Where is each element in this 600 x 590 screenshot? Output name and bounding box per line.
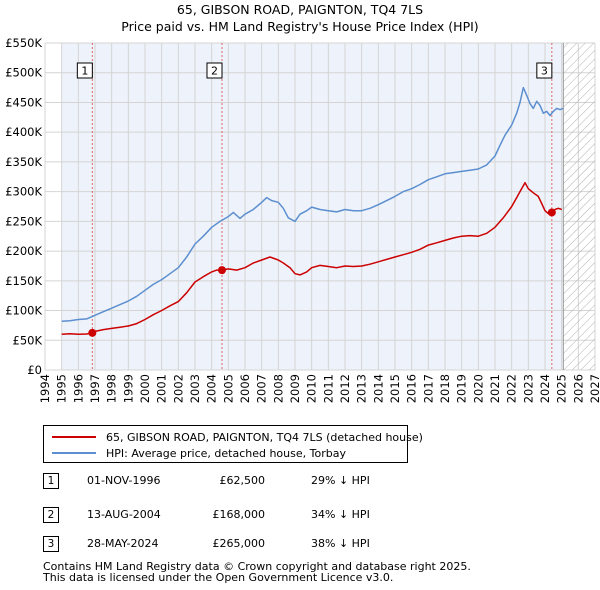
legend-label-property: 65, GIBSON ROAD, PAIGNTON, TQ4 7LS (deta… <box>106 430 423 444</box>
x-tick-label: 2000 <box>138 374 152 403</box>
footer-copyright: Contains HM Land Registry data © Crown c… <box>43 560 471 573</box>
sale-date: 28-MAY-2024 <box>87 537 159 550</box>
sale-marker-labels: 1 2 3 <box>76 62 553 79</box>
data-range-shade <box>61 43 564 370</box>
sale-hpi-diff: 34% ↓ HPI <box>311 508 370 521</box>
x-tick-label: 2006 <box>238 374 252 403</box>
legend-swatch-hpi <box>52 452 96 454</box>
y-tick-label: £50K <box>13 333 43 347</box>
y-tick-label: £400K <box>5 125 42 139</box>
x-tick-label: 2002 <box>171 374 185 403</box>
footer: Contains HM Land Registry data © Crown c… <box>43 561 471 583</box>
series-line-property <box>61 181 562 336</box>
x-tick-label: 1999 <box>121 374 135 403</box>
x-tick-label: 2012 <box>338 374 352 403</box>
x-tick-label: 2014 <box>371 374 385 403</box>
sale-row: 3 28-MAY-2024 £265,000 38% ↓ HPI <box>43 536 563 556</box>
price-chart: 65, GIBSON ROAD, PAIGNTON, TQ4 7LS Price… <box>5 2 600 403</box>
x-tick-label: 2001 <box>155 374 169 403</box>
x-tick-label: 2023 <box>521 374 535 403</box>
legend-item-hpi: HPI: Average price, detached house, Torb… <box>52 445 346 461</box>
y-tick-label: £550K <box>5 36 42 50</box>
y-tick-label: £0 <box>27 363 42 377</box>
x-tick-label: 2020 <box>471 374 485 403</box>
x-tick-label: 2016 <box>405 374 419 403</box>
x-tick-label: 1997 <box>88 374 102 403</box>
sale-number-badge: 2 <box>43 507 59 523</box>
y-axis-ticks: £0 £50K £100K £150K £200K £250K £300K £350K £400… <box>5 36 42 377</box>
y-tick-label: £300K <box>5 185 42 199</box>
x-tick-label: 2015 <box>388 374 402 403</box>
series-line-hpi <box>61 86 564 322</box>
future-hatch-region <box>562 43 595 370</box>
sale-price: £62,500 <box>219 474 266 487</box>
sale-hpi-diff: 29% ↓ HPI <box>311 474 370 487</box>
sale-marker-number: 2 <box>211 65 218 78</box>
sale-row: 2 13-AUG-2004 £168,000 34% ↓ HPI <box>43 507 563 527</box>
chart-subtitle: Price paid vs. HM Land Registry's House … <box>121 19 478 34</box>
chart-title: 65, GIBSON ROAD, PAIGNTON, TQ4 7LS <box>177 2 423 17</box>
x-tick-label: 2024 <box>538 374 552 403</box>
sale-date: 13-AUG-2004 <box>87 508 161 521</box>
sale-number-badge: 3 <box>43 536 59 552</box>
x-tick-label: 2005 <box>221 374 235 403</box>
y-tick-label: £100K <box>5 304 42 318</box>
x-tick-label: 2004 <box>205 374 219 403</box>
sale-marker-number: 1 <box>81 65 88 78</box>
x-tick-label: 2010 <box>305 374 319 403</box>
legend: 65, GIBSON ROAD, PAIGNTON, TQ4 7LS (deta… <box>43 425 423 463</box>
x-tick-label: 1996 <box>71 374 85 403</box>
footer-licence: This data is licensed under the Open Gov… <box>43 571 394 584</box>
x-tick-label: 2013 <box>355 374 369 403</box>
x-tick-label: 2007 <box>255 374 269 403</box>
y-tick-label: £450K <box>5 95 42 109</box>
sale-point <box>218 266 226 275</box>
y-tick-label: £250K <box>5 214 42 228</box>
sale-marker-lines <box>91 43 553 370</box>
x-tick-label: 2011 <box>321 374 335 403</box>
y-tick-label: £500K <box>5 66 42 80</box>
x-tick-label: 1995 <box>55 374 69 403</box>
y-tick-label: £200K <box>5 244 42 258</box>
x-tick-label: 2009 <box>288 374 302 403</box>
x-tick-label: 2022 <box>505 374 519 403</box>
sale-number-badge: 1 <box>43 473 59 489</box>
legend-item-property: 65, GIBSON ROAD, PAIGNTON, TQ4 7LS (deta… <box>52 429 423 445</box>
legend-label-hpi: HPI: Average price, detached house, Torb… <box>106 446 346 460</box>
x-axis-ticks: 1994 1995 1996 1997 1998 1999 2000 2001 2002 2003… <box>38 374 600 403</box>
sale-price: £265,000 <box>212 537 266 550</box>
sale-price: £168,000 <box>212 508 266 521</box>
x-tick-label: 2008 <box>271 374 285 403</box>
y-tick-label: £150K <box>5 274 42 288</box>
x-tick-label: 2019 <box>455 374 469 403</box>
x-tick-label: 2017 <box>421 374 435 403</box>
sale-date: 01-NOV-1996 <box>87 474 161 487</box>
x-tick-label: 2003 <box>188 374 202 403</box>
sale-marker-box <box>536 62 553 79</box>
y-tick-label: £350K <box>5 155 42 169</box>
sale-row: 1 01-NOV-1996 £62,500 29% ↓ HPI <box>43 473 563 493</box>
sale-hpi-diff: 38% ↓ HPI <box>311 537 370 550</box>
sale-marker-box <box>76 62 93 79</box>
sale-marker-box <box>206 62 223 79</box>
legend-swatch-property <box>52 436 96 438</box>
sale-point <box>88 328 97 337</box>
series-lines <box>61 86 564 336</box>
x-tick-label: 1998 <box>105 374 119 403</box>
sale-marker-number: 3 <box>541 65 548 78</box>
sale-points <box>88 208 556 337</box>
future-hatch <box>563 43 595 370</box>
x-tick-label: 2026 <box>571 374 585 403</box>
x-tick-label: 2027 <box>588 374 600 403</box>
x-tick-label: 1994 <box>38 374 52 403</box>
x-tick-label: 2025 <box>555 374 569 403</box>
sale-point <box>547 208 556 217</box>
x-tick-label: 2018 <box>438 374 452 403</box>
x-tick-label: 2021 <box>488 374 502 403</box>
